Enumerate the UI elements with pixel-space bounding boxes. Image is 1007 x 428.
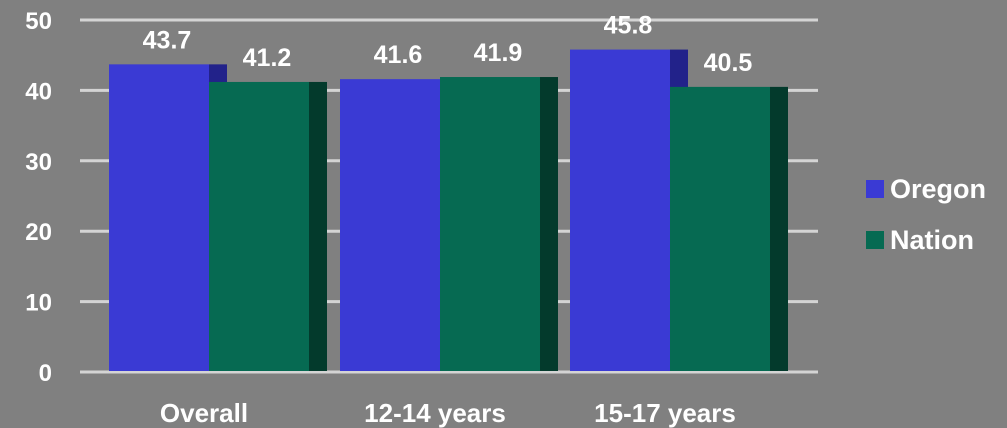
x-tick-label: Overall (160, 398, 248, 428)
bar-nation (209, 81, 309, 373)
data-label: 41.9 (474, 39, 523, 67)
legend-label-oregon: Oregon (890, 174, 986, 204)
x-tick-label: 15-17 years (594, 398, 736, 428)
x-tick-label: 12-14 years (364, 398, 506, 428)
y-axis: 0 10 20 30 40 50 (25, 8, 52, 387)
legend: Oregon Nation (866, 174, 986, 255)
bar-oregon (570, 49, 670, 373)
data-labels: 43.7 41.2 41.6 41.9 45.8 40.5 (143, 12, 753, 77)
bar-side-nation (770, 86, 788, 372)
data-label: 41.2 (243, 44, 292, 72)
legend-swatch-oregon (866, 180, 884, 198)
bar-side-nation (540, 77, 558, 373)
data-label: 40.5 (704, 49, 753, 77)
bar-oregon (109, 64, 209, 373)
bar-nation (440, 77, 540, 373)
y-tick-label: 30 (25, 149, 52, 176)
bar-side-nation (309, 81, 327, 373)
y-tick-label: 40 (25, 78, 52, 105)
x-axis: Overall 12-14 years 15-17 years (80, 371, 818, 428)
y-tick-label: 20 (25, 219, 52, 246)
y-tick-label: 50 (25, 8, 52, 35)
legend-label-nation: Nation (890, 225, 974, 255)
bar-oregon (340, 79, 440, 373)
data-label: 45.8 (604, 12, 653, 40)
bar-nation (670, 86, 770, 372)
bars (109, 49, 788, 373)
legend-swatch-nation (866, 231, 884, 249)
y-tick-label: 10 (25, 290, 52, 317)
data-label: 43.7 (143, 26, 192, 54)
y-tick-label: 0 (39, 360, 52, 387)
data-label: 41.6 (374, 41, 423, 69)
